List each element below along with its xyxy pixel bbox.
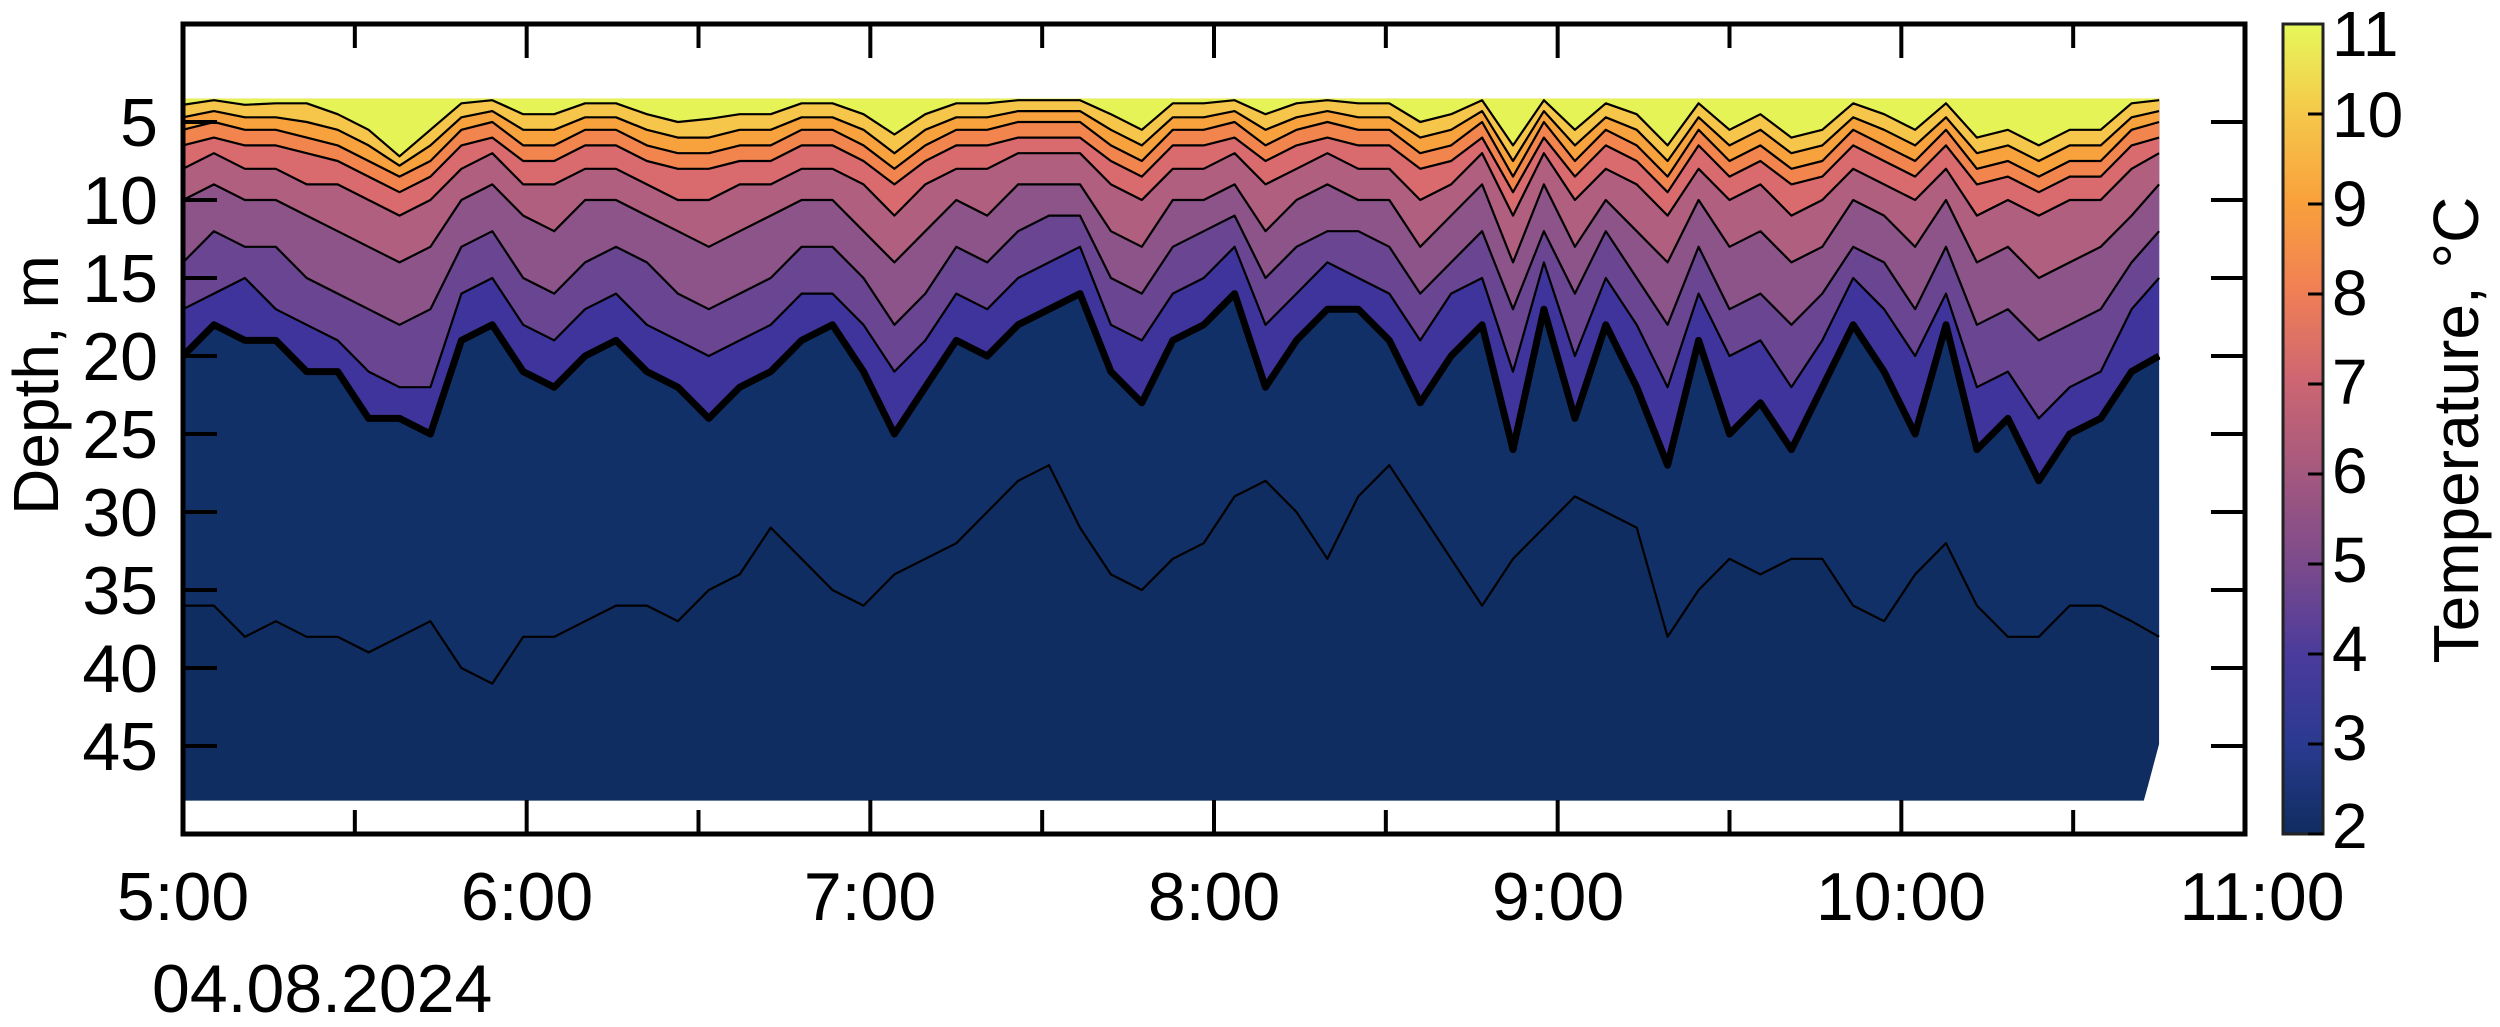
x-tick-label: 11:00 (2179, 859, 2344, 935)
colorbar-tick-label: 8 (2332, 257, 2368, 329)
x-tick-label: 7:00 (804, 859, 936, 935)
x-tick-label: 6:00 (461, 859, 593, 935)
isotherm-line (185, 136, 2160, 194)
colorbar-tick-label: 2 (2332, 790, 2368, 862)
colorbar-tick-label: 11 (2332, 0, 2398, 70)
colorbar-tick-label: 3 (2332, 702, 2368, 774)
y-axis-ticks (183, 120, 2245, 748)
isotherm-line (185, 120, 2160, 178)
y-tick-labels: 5 10 15 20 25 30 35 40 45 (82, 85, 158, 785)
colorbar-tick-label: 7 (2332, 346, 2368, 418)
y-tick-label: 10 (82, 163, 158, 239)
y-axis-title: Depth, m (0, 255, 72, 515)
date-label: 04.08.2024 (152, 951, 492, 1022)
colorbar-tick-labels: 11 10 9 8 7 6 5 4 3 2 (2332, 0, 2403, 862)
colorbar (2281, 22, 2325, 836)
isotherm-line (185, 214, 2160, 342)
isotherm-line (185, 183, 2160, 280)
x-tick-label: 5:00 (117, 859, 249, 935)
colorbar-title: Temperature, °C (2420, 197, 2492, 664)
y-tick-label: 25 (82, 397, 158, 473)
data-edge-mask (2135, 98, 2243, 833)
isotherm-line (185, 99, 2160, 158)
colorbar-tick-label: 5 (2332, 524, 2368, 596)
y-tick-label: 15 (82, 241, 158, 317)
isotherm-line (185, 464, 2160, 685)
colorbar-ticks (2308, 112, 2323, 836)
y-tick-label: 45 (82, 709, 158, 785)
x-axis-ticks (181, 24, 2247, 834)
y-tick-label: 40 (82, 631, 158, 707)
isotherm-3c-bold-line (185, 290, 2161, 485)
colorbar-tick-label: 4 (2332, 613, 2368, 685)
y-tick-label: 30 (82, 475, 158, 551)
colorbar-tick-label: 6 (2332, 435, 2368, 507)
colorbar-tick-label: 10 (2332, 79, 2403, 151)
isotherm-lines (185, 99, 2161, 685)
y-tick-label: 35 (82, 553, 158, 629)
x-tick-labels: 5:00 6:00 7:00 8:00 9:00 10:00 11:00 (117, 859, 2345, 935)
isotherm-line (185, 109, 2160, 167)
isotherm-line (185, 152, 2160, 217)
x-tick-label: 8:00 (1148, 859, 1280, 935)
x-tick-label: 10:00 (1816, 859, 1986, 935)
y-tick-label: 20 (82, 319, 158, 395)
isotherm-line (185, 245, 2160, 420)
y-tick-label: 5 (120, 85, 158, 161)
colorbar-tick-label: 9 (2332, 168, 2368, 240)
x-tick-label: 9:00 (1492, 859, 1624, 935)
